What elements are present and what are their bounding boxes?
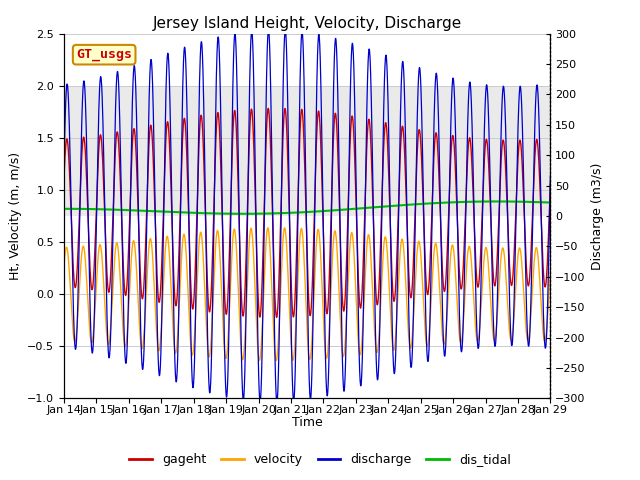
Y-axis label: Discharge (m3/s): Discharge (m3/s) xyxy=(591,162,604,270)
Legend: gageht, velocity, discharge, dis_tidal: gageht, velocity, discharge, dis_tidal xyxy=(124,448,516,471)
Title: Jersey Island Height, Velocity, Discharge: Jersey Island Height, Velocity, Discharg… xyxy=(152,16,462,31)
Bar xyxy=(64,86,550,216)
Y-axis label: Ht, Velocity (m, m/s): Ht, Velocity (m, m/s) xyxy=(9,152,22,280)
X-axis label: Time: Time xyxy=(292,416,323,429)
Text: GT_usgs: GT_usgs xyxy=(76,48,132,61)
